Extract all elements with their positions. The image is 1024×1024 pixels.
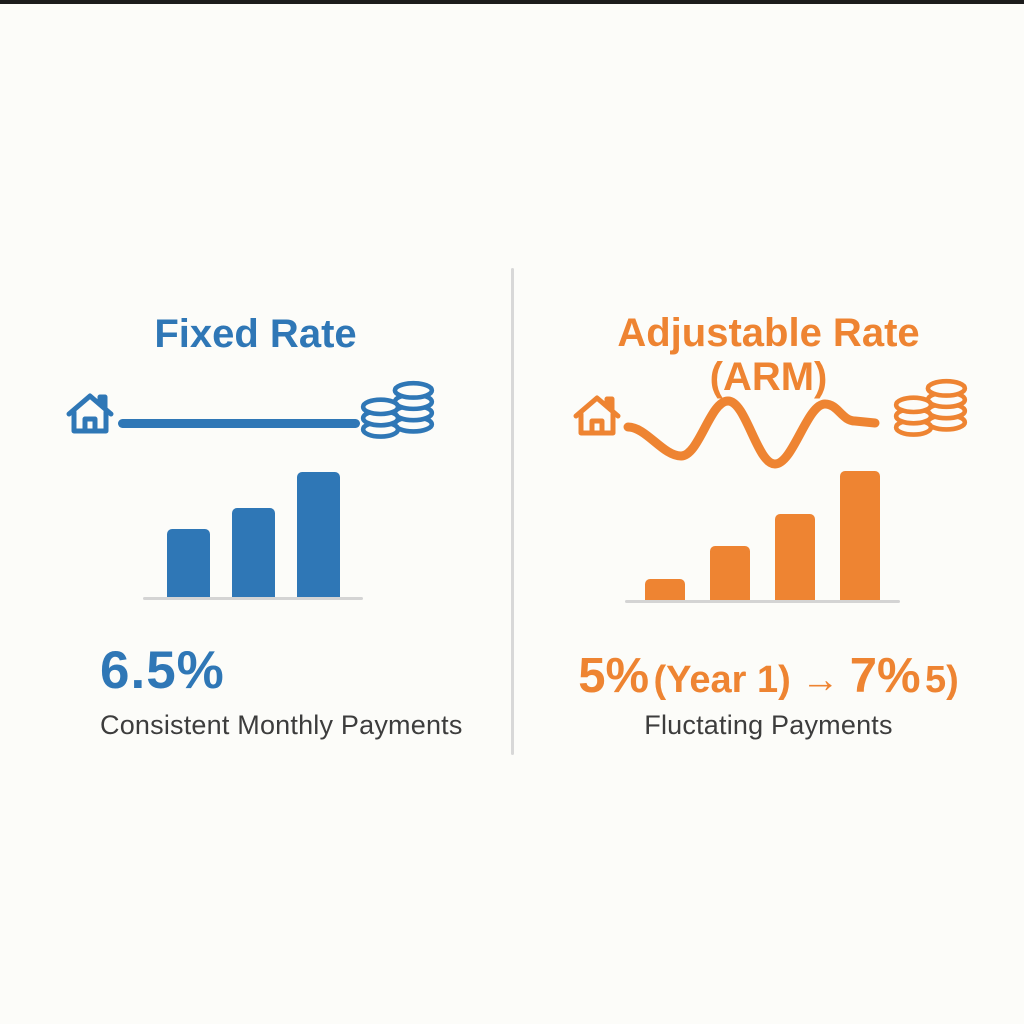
fixed-rate-bar-chart xyxy=(143,0,363,597)
fluctuating-rate-wave-icon xyxy=(623,396,880,469)
adjustable-rate-chart-baseline xyxy=(625,600,900,603)
arm-later-rate: 7% xyxy=(849,649,921,703)
fixed-rate-panel: Fixed Rate xyxy=(0,0,511,1024)
adjustable-rate-title-line2: (ARM) xyxy=(709,355,828,400)
top-edge-bar xyxy=(0,0,1024,4)
arm-initial-rate: 5% xyxy=(578,649,650,703)
bar xyxy=(645,579,685,600)
coin-stack-icon xyxy=(893,378,968,437)
adjustable-rate-panel: Adjustable Rate (ARM) xyxy=(513,0,1024,1024)
house-icon xyxy=(66,393,114,434)
adjustable-rate-bar-chart xyxy=(625,0,900,600)
center-divider xyxy=(511,268,514,755)
bar xyxy=(840,471,880,600)
right-arrow-icon: → xyxy=(801,659,840,701)
coin-stack-icon xyxy=(360,380,435,439)
adjustable-rate-value: 5% (Year 1) → 7% 5) xyxy=(513,648,1024,704)
adjustable-rate-title-line1: Adjustable Rate xyxy=(617,311,920,356)
flat-rate-line-icon xyxy=(118,419,360,428)
fixed-rate-title: Fixed Rate xyxy=(154,312,357,357)
fixed-rate-caption: Consistent Monthly Payments xyxy=(100,710,463,740)
bar xyxy=(231,508,275,597)
adjustable-rate-caption: Fluctating Payments xyxy=(644,710,893,740)
bar xyxy=(775,514,815,600)
arm-later-rate-period: 5) xyxy=(924,659,959,701)
fixed-rate-value: 6.5% xyxy=(100,641,225,700)
bar xyxy=(296,472,340,597)
house-icon xyxy=(573,395,621,436)
adjustable-rate-title: Adjustable Rate (ARM) xyxy=(513,311,1024,399)
arm-initial-rate-period: (Year 1) xyxy=(653,659,791,701)
bar xyxy=(166,529,210,597)
bar xyxy=(710,546,750,600)
fixed-rate-chart-baseline xyxy=(143,597,363,600)
